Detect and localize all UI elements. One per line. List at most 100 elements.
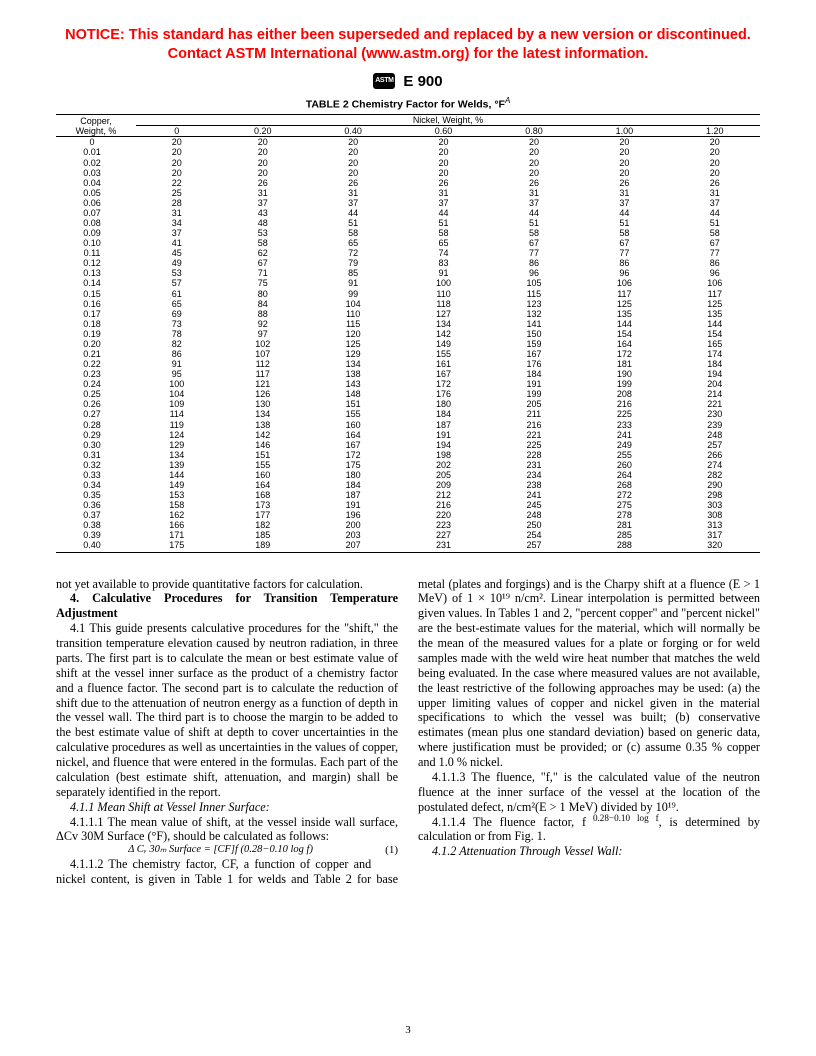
value-cell: 164 — [218, 480, 308, 490]
value-cell: 134 — [398, 319, 488, 329]
value-cell: 204 — [670, 379, 760, 389]
copper-cell: 0.29 — [56, 430, 136, 440]
value-cell: 212 — [398, 490, 488, 500]
value-cell: 138 — [218, 420, 308, 430]
value-cell: 86 — [489, 258, 579, 268]
value-cell: 26 — [308, 178, 398, 188]
value-cell: 208 — [579, 389, 669, 399]
value-cell: 67 — [579, 238, 669, 248]
value-cell: 26 — [218, 178, 308, 188]
copper-cell: 0.13 — [56, 268, 136, 278]
body-text: not yet available to provide quantitativ… — [56, 577, 760, 887]
value-cell: 88 — [218, 309, 308, 319]
value-cell: 278 — [579, 510, 669, 520]
value-cell: 58 — [308, 228, 398, 238]
value-cell: 86 — [136, 349, 218, 359]
value-cell: 106 — [670, 278, 760, 288]
value-cell: 216 — [398, 500, 488, 510]
value-cell: 48 — [218, 218, 308, 228]
value-cell: 20 — [218, 137, 308, 148]
value-cell: 190 — [579, 369, 669, 379]
table-row: 0.24100121143172191199204 — [56, 379, 760, 389]
value-cell: 245 — [489, 500, 579, 510]
value-cell: 148 — [308, 389, 398, 399]
value-cell: 67 — [670, 238, 760, 248]
value-cell: 110 — [308, 309, 398, 319]
value-cell: 184 — [308, 480, 398, 490]
copper-cell: 0.09 — [56, 228, 136, 238]
value-cell: 241 — [579, 430, 669, 440]
value-cell: 241 — [489, 490, 579, 500]
copper-cell: 0.19 — [56, 329, 136, 339]
value-cell: 37 — [670, 198, 760, 208]
nickel-col-header: 0 — [136, 126, 218, 137]
value-cell: 28 — [136, 198, 218, 208]
value-cell: 154 — [579, 329, 669, 339]
value-cell: 234 — [489, 470, 579, 480]
value-cell: 91 — [136, 359, 218, 369]
value-cell: 107 — [218, 349, 308, 359]
value-cell: 221 — [489, 430, 579, 440]
value-cell: 298 — [670, 490, 760, 500]
para-4-1-1-1: 4.1.1.1 The mean value of shift, at the … — [56, 815, 398, 845]
value-cell: 96 — [489, 268, 579, 278]
copper-cell: 0.04 — [56, 178, 136, 188]
value-cell: 99 — [308, 289, 398, 299]
value-cell: 58 — [670, 228, 760, 238]
page-number: 3 — [0, 1024, 816, 1036]
table-row: 0.0628373737373737 — [56, 198, 760, 208]
table-row: 0.35153168187212241272298 — [56, 490, 760, 500]
table-row: 0.33144160180205234264282 — [56, 470, 760, 480]
value-cell: 153 — [136, 490, 218, 500]
copper-cell: 0.07 — [56, 208, 136, 218]
copper-cell: 0.40 — [56, 540, 136, 552]
standard-number: E 900 — [403, 73, 442, 90]
value-cell: 105 — [489, 278, 579, 288]
copper-cell: 0.16 — [56, 299, 136, 309]
value-cell: 44 — [308, 208, 398, 218]
value-cell: 67 — [218, 258, 308, 268]
value-cell: 196 — [308, 510, 398, 520]
value-cell: 77 — [579, 248, 669, 258]
value-cell: 20 — [136, 168, 218, 178]
value-cell: 209 — [398, 480, 488, 490]
value-cell: 308 — [670, 510, 760, 520]
copper-cell: 0.35 — [56, 490, 136, 500]
value-cell: 257 — [489, 540, 579, 552]
value-cell: 160 — [308, 420, 398, 430]
value-cell: 117 — [670, 289, 760, 299]
table-row: 0.0937535858585858 — [56, 228, 760, 238]
value-cell: 134 — [218, 409, 308, 419]
standard-header: ASTM E 900 — [56, 72, 760, 90]
value-cell: 194 — [670, 369, 760, 379]
value-cell: 26 — [398, 178, 488, 188]
value-cell: 86 — [670, 258, 760, 268]
notice-line-2: Contact ASTM International (www.astm.org… — [168, 46, 649, 62]
value-cell: 281 — [579, 520, 669, 530]
value-cell: 75 — [218, 278, 308, 288]
value-cell: 146 — [218, 440, 308, 450]
copper-cell: 0.26 — [56, 399, 136, 409]
value-cell: 177 — [218, 510, 308, 520]
value-cell: 31 — [398, 188, 488, 198]
value-cell: 225 — [579, 409, 669, 419]
table-row: 0.0422262626262626 — [56, 178, 760, 188]
value-cell: 175 — [136, 540, 218, 552]
value-cell: 288 — [579, 540, 669, 552]
value-cell: 20 — [308, 147, 398, 157]
value-cell: 115 — [489, 289, 579, 299]
copper-cell: 0.01 — [56, 147, 136, 157]
value-cell: 135 — [579, 309, 669, 319]
value-cell: 20 — [398, 158, 488, 168]
value-cell: 102 — [218, 339, 308, 349]
value-cell: 120 — [308, 329, 398, 339]
value-cell: 285 — [579, 530, 669, 540]
value-cell: 65 — [398, 238, 488, 248]
value-cell: 220 — [398, 510, 488, 520]
value-cell: 176 — [398, 389, 488, 399]
value-cell: 184 — [489, 369, 579, 379]
value-cell: 144 — [579, 319, 669, 329]
copper-cell: 0.05 — [56, 188, 136, 198]
value-cell: 20 — [308, 137, 398, 148]
value-cell: 151 — [218, 450, 308, 460]
